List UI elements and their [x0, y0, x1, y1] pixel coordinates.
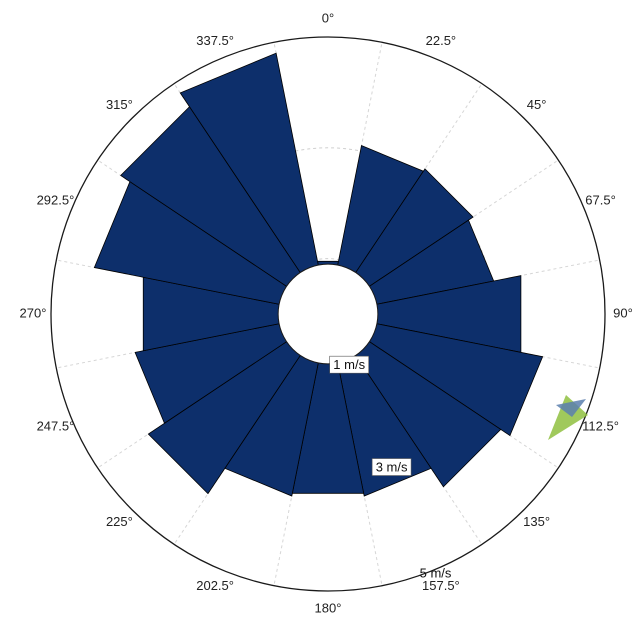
- brand-logo: [548, 395, 588, 440]
- ring-label-bg: [371, 458, 412, 476]
- speed-ring-labels: 1 m/s 3 m/s 5 m/s: [329, 355, 452, 581]
- direction-label: 157.5°: [422, 578, 460, 593]
- ring-label-2: 5 m/s: [420, 566, 452, 581]
- direction-label: 135°: [523, 514, 550, 529]
- center-hole: [277, 263, 379, 365]
- direction-label: 292.5°: [37, 193, 75, 208]
- direction-label: 45°: [527, 97, 547, 112]
- ring-label-text: 3 m/s: [376, 459, 408, 474]
- direction-tick-labels: 0° 22.5° 45° 67.5° 90° 112.5° 135° 157.5° 180° 20…: [20, 10, 633, 615]
- outer-ring: [50, 36, 606, 592]
- direction-label: 180°: [315, 600, 342, 615]
- direction-label: 202.5°: [196, 578, 234, 593]
- direction-label: 67.5°: [585, 193, 616, 208]
- direction-label: 315°: [106, 97, 133, 112]
- direction-label: 270°: [20, 305, 47, 320]
- ring-label-bg: [329, 355, 370, 374]
- ring-label-text: 5 m/s: [420, 566, 452, 581]
- direction-label: 225°: [106, 514, 133, 529]
- direction-label: 0°: [322, 10, 334, 25]
- direction-label: 112.5°: [582, 418, 619, 433]
- direction-label: 247.5°: [37, 418, 75, 433]
- ring-label-1: 3 m/s: [371, 458, 412, 476]
- ring-label-0: 1 m/s: [329, 355, 370, 374]
- direction-label: 22.5°: [426, 33, 457, 48]
- direction-bars: [93, 52, 544, 497]
- center-circle: [277, 263, 379, 365]
- direction-label: 90°: [613, 305, 633, 320]
- direction-label: 337.5°: [196, 33, 234, 48]
- logo-wing-blue: [556, 399, 586, 417]
- ring-label-text: 1 m/s: [333, 357, 365, 372]
